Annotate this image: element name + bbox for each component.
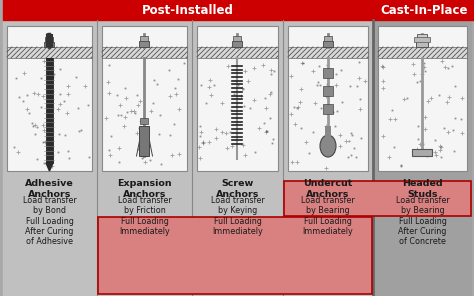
Text: Load transfer
by Friction: Load transfer by Friction xyxy=(118,196,172,215)
Bar xyxy=(98,20,191,296)
Bar xyxy=(374,20,471,296)
Bar xyxy=(46,37,54,42)
Bar xyxy=(418,34,428,40)
Polygon shape xyxy=(46,163,53,171)
Bar xyxy=(378,47,467,58)
Text: Screw
Anchors: Screw Anchors xyxy=(216,179,259,199)
Bar xyxy=(45,42,55,47)
Text: Full Loading
After Curing
of Adhesive: Full Loading After Curing of Adhesive xyxy=(25,216,73,246)
Bar xyxy=(323,68,333,78)
Bar xyxy=(102,26,187,171)
Bar xyxy=(140,36,148,41)
Bar xyxy=(284,181,471,215)
Bar xyxy=(325,126,331,146)
Ellipse shape xyxy=(320,135,336,157)
Text: Undercut
Anchors: Undercut Anchors xyxy=(303,179,353,199)
Bar xyxy=(197,26,278,171)
Bar xyxy=(7,47,92,58)
Bar xyxy=(140,118,148,124)
Bar xyxy=(233,41,243,47)
Text: Load transfer
by Bearing: Load transfer by Bearing xyxy=(396,196,449,215)
Bar xyxy=(7,26,92,171)
Text: Cast-In-Place: Cast-In-Place xyxy=(380,4,468,17)
Bar xyxy=(323,41,333,47)
Text: Load transfer
by Bond: Load transfer by Bond xyxy=(23,196,76,215)
Bar xyxy=(374,0,474,20)
Bar xyxy=(3,20,96,296)
Text: Post-Installed: Post-Installed xyxy=(142,4,234,17)
Bar xyxy=(323,104,333,114)
Bar xyxy=(378,26,467,171)
Text: Full Loading
Immediately: Full Loading Immediately xyxy=(119,216,170,236)
Bar xyxy=(284,20,372,296)
Bar xyxy=(193,20,282,296)
Text: Expansion
Anchors: Expansion Anchors xyxy=(117,179,172,199)
Bar xyxy=(412,149,432,156)
Bar xyxy=(414,37,430,42)
Text: Full Loading
Immediately: Full Loading Immediately xyxy=(212,216,263,236)
Text: Load transfer
by Bearing: Load transfer by Bearing xyxy=(301,196,355,215)
Bar xyxy=(324,36,332,41)
Bar xyxy=(46,58,53,163)
Bar xyxy=(98,216,372,294)
Bar xyxy=(417,40,428,47)
Text: Adhesive
Anchors: Adhesive Anchors xyxy=(25,179,74,199)
Bar xyxy=(234,36,241,41)
Bar xyxy=(102,47,187,58)
Bar xyxy=(139,126,149,156)
Bar xyxy=(3,0,373,20)
Bar xyxy=(323,86,333,96)
Bar xyxy=(139,41,149,47)
Text: Headed
Studs: Headed Studs xyxy=(402,179,443,199)
Text: Full Loading
Immediately: Full Loading Immediately xyxy=(302,216,354,236)
Bar xyxy=(288,47,368,58)
Bar xyxy=(288,26,368,171)
Text: Full Loading
After Curing
of Concrete: Full Loading After Curing of Concrete xyxy=(398,216,447,246)
Bar xyxy=(197,47,278,58)
Text: Load transfer
by Keying: Load transfer by Keying xyxy=(210,196,264,215)
